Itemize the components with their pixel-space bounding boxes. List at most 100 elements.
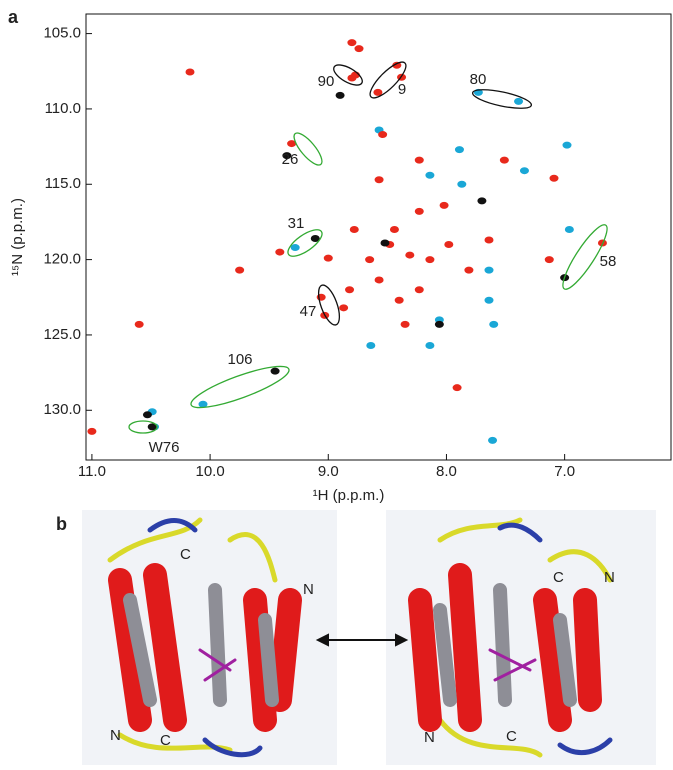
peak	[349, 225, 359, 233]
x-tick-label: 11.0	[78, 463, 106, 480]
annotation: 9	[398, 81, 406, 98]
y-tick-label: 115.0	[45, 175, 81, 192]
annotations: 90 9 80 26 31 58 47 106 W76	[128, 61, 617, 456]
peak	[562, 141, 572, 149]
peak	[425, 256, 435, 264]
circle	[128, 420, 158, 434]
circle	[471, 89, 533, 109]
y-axis-label: ¹⁵N (p.p.m.)	[9, 198, 26, 276]
x-tick-label: 9.0	[318, 463, 339, 480]
peak	[484, 296, 494, 304]
structure-label: N	[303, 581, 314, 598]
y-tick-label: 130.0	[43, 401, 81, 418]
peak	[549, 174, 559, 182]
peak	[564, 225, 574, 233]
structure-label: C	[553, 569, 564, 586]
peak	[282, 152, 292, 160]
x-tick-label: 7.0	[554, 463, 575, 480]
peak	[489, 320, 499, 328]
peak	[392, 61, 402, 69]
circle	[317, 284, 341, 326]
peak	[439, 201, 449, 209]
circle	[333, 64, 363, 86]
peak	[310, 235, 320, 243]
peak	[452, 384, 462, 392]
panel-label: b	[56, 514, 67, 534]
annotation: 80	[470, 71, 487, 88]
peak	[347, 39, 357, 47]
peak	[454, 146, 464, 154]
peak	[147, 423, 157, 431]
plot-frame	[85, 13, 672, 461]
peak	[477, 197, 487, 205]
annotation: 26	[282, 151, 299, 168]
peak	[198, 400, 208, 408]
circle	[190, 365, 290, 409]
peak	[484, 266, 494, 274]
circle	[287, 229, 323, 257]
peak	[425, 171, 435, 179]
circle	[562, 224, 608, 290]
circle	[369, 61, 407, 99]
peak	[374, 276, 384, 284]
peak	[335, 91, 345, 99]
peak	[400, 320, 410, 328]
peak	[434, 320, 444, 328]
structure-label: N	[604, 569, 615, 586]
peak	[365, 256, 375, 264]
peak	[514, 97, 524, 105]
peak	[374, 176, 384, 184]
y-tick-label: 105.0	[43, 25, 81, 42]
annotation: 90	[318, 73, 335, 90]
y-tick-label: 125.0	[43, 326, 81, 343]
annotation: 58	[600, 253, 617, 270]
peak	[290, 244, 300, 252]
structure-label: C	[506, 728, 517, 745]
peak	[366, 341, 376, 349]
peak	[457, 180, 467, 188]
peak	[425, 341, 435, 349]
circle	[293, 132, 323, 166]
peak	[275, 248, 285, 256]
peak	[394, 296, 404, 304]
peak	[405, 251, 415, 259]
ribbon	[107, 517, 613, 758]
peak	[373, 88, 383, 96]
peak	[519, 167, 529, 175]
structure-label: N	[110, 727, 121, 744]
peak	[380, 239, 390, 247]
annotation: 106	[227, 351, 252, 368]
peak	[339, 304, 349, 312]
peak	[345, 286, 355, 294]
x-axis-label: ¹H (p.p.m.)	[313, 487, 385, 504]
annotation: W76	[149, 439, 180, 456]
structure-label: C	[160, 732, 171, 749]
y-tick-label: 120.0	[43, 251, 81, 268]
structure-label: C	[180, 546, 191, 563]
y-tick-label: 110.0	[45, 100, 81, 117]
peak	[414, 156, 424, 164]
spectrum: 11.0 10.0 9.0 8.0 7.0 105.0 110.0 115.0 120.0 125…	[9, 13, 672, 504]
panel-label: a	[8, 7, 19, 27]
structures: C N N C C N N C	[82, 510, 656, 765]
peak	[354, 45, 364, 53]
peak	[464, 266, 474, 274]
peak	[444, 241, 454, 249]
x-tick-label: 10.0	[195, 463, 224, 480]
peak	[499, 156, 509, 164]
peak	[235, 266, 245, 274]
peak	[134, 320, 144, 328]
peak	[488, 436, 498, 444]
peak	[323, 254, 333, 262]
peak	[544, 256, 554, 264]
peak	[142, 411, 152, 419]
double-arrow	[315, 633, 409, 647]
peak	[287, 140, 297, 148]
peak	[484, 236, 494, 244]
structure-label: N	[424, 729, 435, 746]
x-tick-label: 8.0	[436, 463, 457, 480]
peak	[270, 367, 280, 375]
peak	[414, 286, 424, 294]
annotation: 31	[288, 215, 305, 232]
